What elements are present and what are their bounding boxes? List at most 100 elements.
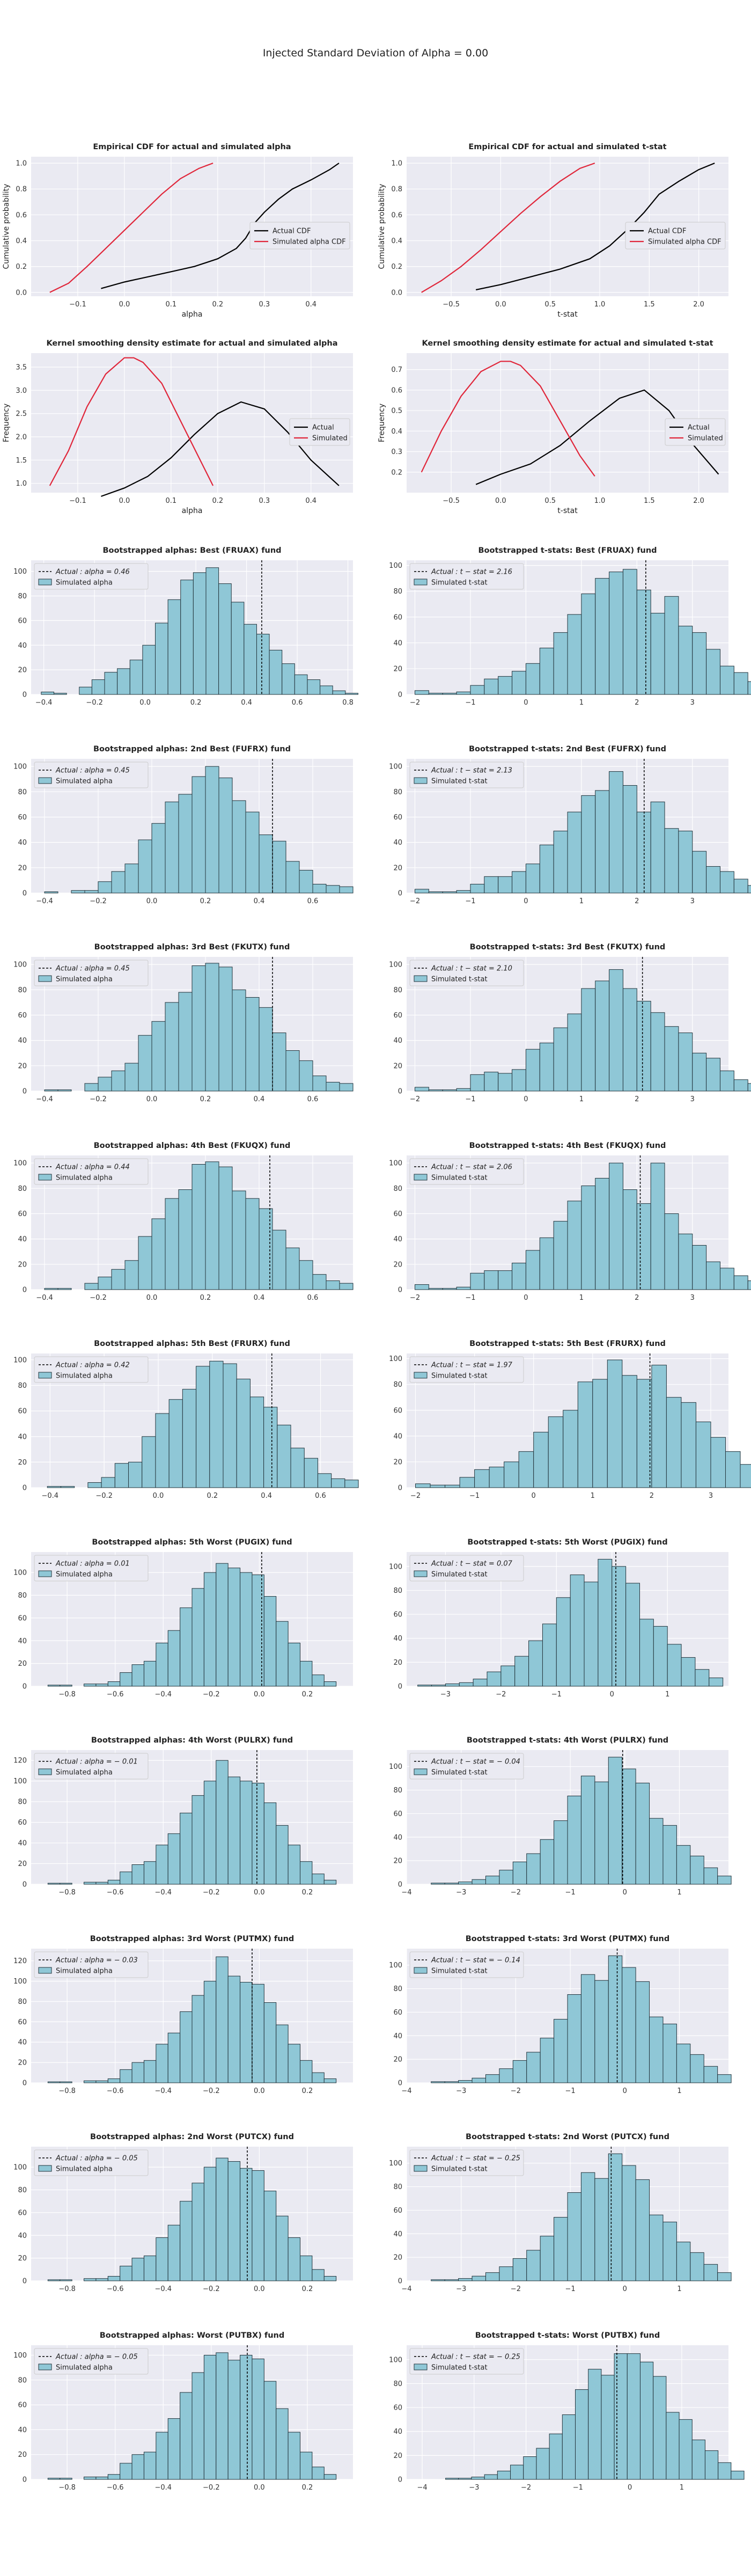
figure-suptitle: Injected Standard Deviation of Alpha = 0… — [262, 47, 489, 59]
x-tick-label: −0.6 — [107, 1690, 124, 1699]
x-tick-label: −0.6 — [107, 2087, 124, 2095]
histogram-bar — [733, 672, 748, 695]
y-tick-label: 100 — [13, 1160, 27, 1168]
x-tick-label: 1.5 — [644, 497, 655, 505]
x-tick-label: 0 — [524, 1294, 528, 1302]
y-tick-label: 20 — [18, 864, 27, 872]
legend-swatch-simulated — [38, 777, 52, 784]
chart-title: Bootstrapped t-stats: 2nd Worst (PUTCX) … — [466, 2133, 669, 2141]
x-tick-label: 0.2 — [302, 1690, 313, 1699]
histogram-bar — [299, 2060, 313, 2083]
chart-12: Bootstrapped t-stats: 4th Best (FKUQX) f… — [389, 1141, 751, 1302]
histogram-bar — [567, 2192, 581, 2281]
legend-label-simulated: Simulated alpha — [56, 1571, 113, 1579]
histogram-bar — [154, 623, 168, 695]
histogram-bar — [504, 1461, 519, 1488]
histogram-bar — [540, 2038, 555, 2083]
x-tick-label: −1 — [565, 2087, 575, 2095]
histogram-bar — [512, 2258, 527, 2281]
y-tick-label: 100 — [389, 2356, 402, 2364]
series-line-2 — [49, 162, 213, 293]
histogram-bar — [165, 801, 179, 894]
histogram-bar — [79, 686, 92, 695]
y-tick-label: 40 — [393, 1037, 402, 1045]
histogram-bar — [345, 693, 358, 695]
y-tick-label: 60 — [393, 1810, 402, 1818]
y-tick-label: 0 — [23, 1683, 27, 1691]
histogram-bar — [276, 2408, 289, 2480]
histogram-bar — [470, 1272, 485, 1290]
histogram-bar — [458, 2080, 473, 2083]
histogram-bar — [227, 2360, 241, 2480]
x-tick-label: 3 — [690, 1294, 695, 1302]
legend-box — [409, 1753, 524, 1780]
histogram-bar — [299, 1060, 313, 1092]
histogram-bar — [554, 2019, 568, 2083]
y-tick-label: 60 — [393, 613, 402, 621]
x-tick-label: 0.3 — [259, 497, 270, 505]
histogram-bar — [485, 2074, 500, 2083]
x-tick-label: 0 — [623, 2285, 627, 2293]
x-tick-label: −1 — [551, 1690, 562, 1699]
histogram-bar — [512, 1861, 527, 1885]
x-tick-label: −1 — [465, 1294, 475, 1302]
histogram-bar — [567, 1994, 581, 2083]
x-tick-label: 3 — [690, 699, 695, 707]
histogram-bar — [120, 2265, 132, 2281]
x-tick-label: 0.2 — [302, 1889, 313, 1897]
histogram-bar — [192, 1795, 204, 1885]
histogram-bar — [288, 2044, 300, 2083]
legend-label-simulated: Simulated alpha — [56, 2165, 113, 2174]
histogram-bar — [218, 1166, 233, 1290]
legend-label-actual: Actual : t − stat = 2.06 — [431, 1163, 512, 1172]
histogram-bar — [499, 2266, 513, 2281]
y-tick-label: 60 — [393, 1611, 402, 1619]
y-axis-label: Frequency — [2, 404, 11, 442]
histogram-bar — [577, 1381, 593, 1488]
histogram-bar — [622, 2165, 636, 2281]
legend-label-simulated: Simulated alpha — [56, 1967, 113, 1975]
legend-label-simulated: Simulated alpha — [56, 778, 113, 786]
histogram-bar — [312, 1674, 325, 1687]
histogram-bar — [299, 1260, 313, 1290]
y-tick-label: 100 — [13, 763, 27, 771]
histogram-bar — [444, 2081, 459, 2083]
histogram-bar — [622, 1375, 637, 1488]
histogram-bar — [120, 2069, 132, 2083]
y-tick-label: 20 — [393, 2452, 402, 2460]
y-tick-label: 0.6 — [391, 211, 402, 219]
histogram-bar — [245, 997, 260, 1092]
histogram-bar — [695, 1421, 711, 1488]
histogram-bar — [299, 2255, 313, 2281]
y-tick-label: 80 — [393, 986, 402, 994]
x-tick-label: −1 — [469, 1492, 480, 1500]
x-tick-label: −0.6 — [107, 2285, 124, 2293]
histogram-bar — [120, 1871, 132, 1885]
y-tick-label: 0.3 — [391, 448, 402, 456]
histogram-bar — [299, 870, 313, 894]
x-tick-label: −2 — [410, 1095, 420, 1103]
x-tick-label: 1 — [591, 1492, 595, 1500]
x-tick-label: 0 — [524, 897, 528, 905]
legend-label-simulated: Simulated alpha — [56, 1372, 113, 1380]
x-tick-label: −0.2 — [203, 2285, 220, 2293]
histogram-bar — [209, 1360, 224, 1488]
histogram-bar — [143, 2255, 157, 2281]
histogram-bar — [180, 2201, 193, 2281]
chart-title: Bootstrapped alphas: 3rd Worst (PUTMX) f… — [90, 1935, 294, 1943]
histogram-bar — [54, 693, 67, 695]
histogram-bar — [47, 2478, 61, 2480]
y-tick-label: 100 — [389, 1763, 402, 1771]
histogram-bar — [165, 1198, 179, 1290]
chart-18: Bootstrapped t-stats: 4th Worst (PULRX) … — [389, 1736, 732, 1897]
histogram-bar — [272, 1230, 286, 1290]
histogram-bar — [678, 1033, 693, 1092]
histogram-bar — [650, 1012, 665, 1092]
x-tick-label: −2 — [496, 1690, 506, 1699]
histogram-bar — [580, 2172, 595, 2281]
histogram-bar — [44, 891, 58, 894]
y-tick-label: 80 — [18, 2376, 27, 2384]
x-tick-label: 0.2 — [302, 2484, 313, 2492]
y-tick-label: 0 — [23, 2080, 27, 2088]
histogram-bar — [526, 1853, 541, 1885]
